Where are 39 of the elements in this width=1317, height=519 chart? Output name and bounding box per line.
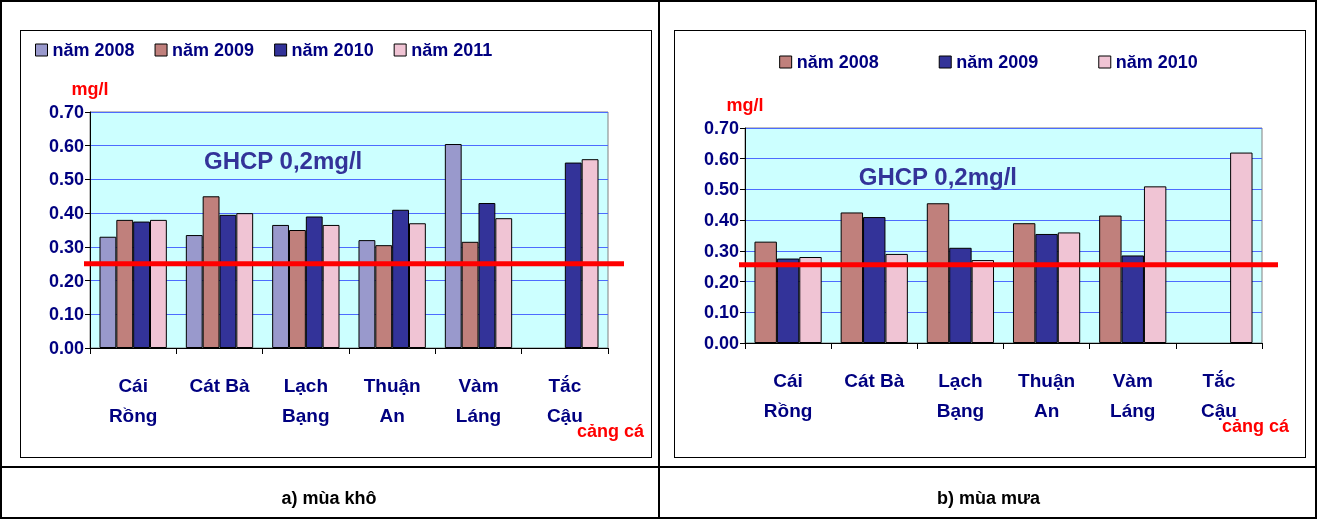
legend-label: năm 2010 — [1115, 52, 1198, 72]
y-tick-label: 0.60 — [48, 135, 84, 156]
legend-label: năm 2009 — [956, 52, 1039, 72]
x-tick-label: Cái Rồng — [763, 369, 813, 421]
y-tick-label: 0.60 — [703, 148, 739, 169]
y-tick-label: 0.30 — [48, 236, 84, 257]
text: a) mùa khô — [281, 488, 377, 508]
x-tick-label: Vàm Láng — [455, 374, 502, 426]
x-tick-label: Cát Bà — [844, 369, 905, 391]
legend-label: năm 2008 — [52, 40, 135, 60]
y-tick-label: 0.20 — [703, 271, 739, 292]
legend-label: năm 2011 — [411, 40, 493, 60]
legend-label: năm 2010 — [291, 40, 374, 60]
legend-label: năm 2008 — [796, 52, 879, 72]
y-tick-label: 0.10 — [48, 304, 84, 325]
y-tick-label: 0.50 — [703, 179, 739, 200]
y-tick-label: 0.70 — [703, 118, 739, 138]
x-tick-label: Lạch Bạng — [936, 369, 985, 421]
y-axis-title: mg/l — [71, 79, 109, 99]
y-tick-label: 0.00 — [703, 333, 739, 353]
annotation: GHCP 0,2mg/l — [203, 146, 363, 174]
x-tick-label: Thuận An — [1018, 369, 1076, 421]
y-tick-label: 0.40 — [48, 203, 84, 224]
legend-label: năm 2009 — [172, 40, 255, 60]
x-tick-label: Thuận An — [363, 374, 421, 426]
x-tick-label: Cát Bà — [189, 374, 251, 396]
y-tick-label: 0.20 — [48, 270, 84, 291]
y-tick-label: 0.30 — [703, 240, 739, 261]
annotation: GHCP 0,2mg/l — [858, 162, 1018, 190]
y-tick-label: 0.00 — [48, 338, 84, 358]
x-tick-label: Cái Rồng — [108, 374, 158, 426]
x-tick-label: Lạch Bạng — [282, 374, 330, 426]
text: b) mùa mưa — [936, 488, 1042, 508]
x-tick-label: Vàm Láng — [1110, 369, 1156, 421]
y-axis-title: mg/l — [726, 95, 764, 115]
y-tick-label: 0.50 — [48, 169, 84, 190]
y-tick-label: 0.10 — [703, 302, 739, 323]
y-tick-label: 0.70 — [48, 102, 84, 122]
y-tick-label: 0.40 — [703, 210, 739, 231]
